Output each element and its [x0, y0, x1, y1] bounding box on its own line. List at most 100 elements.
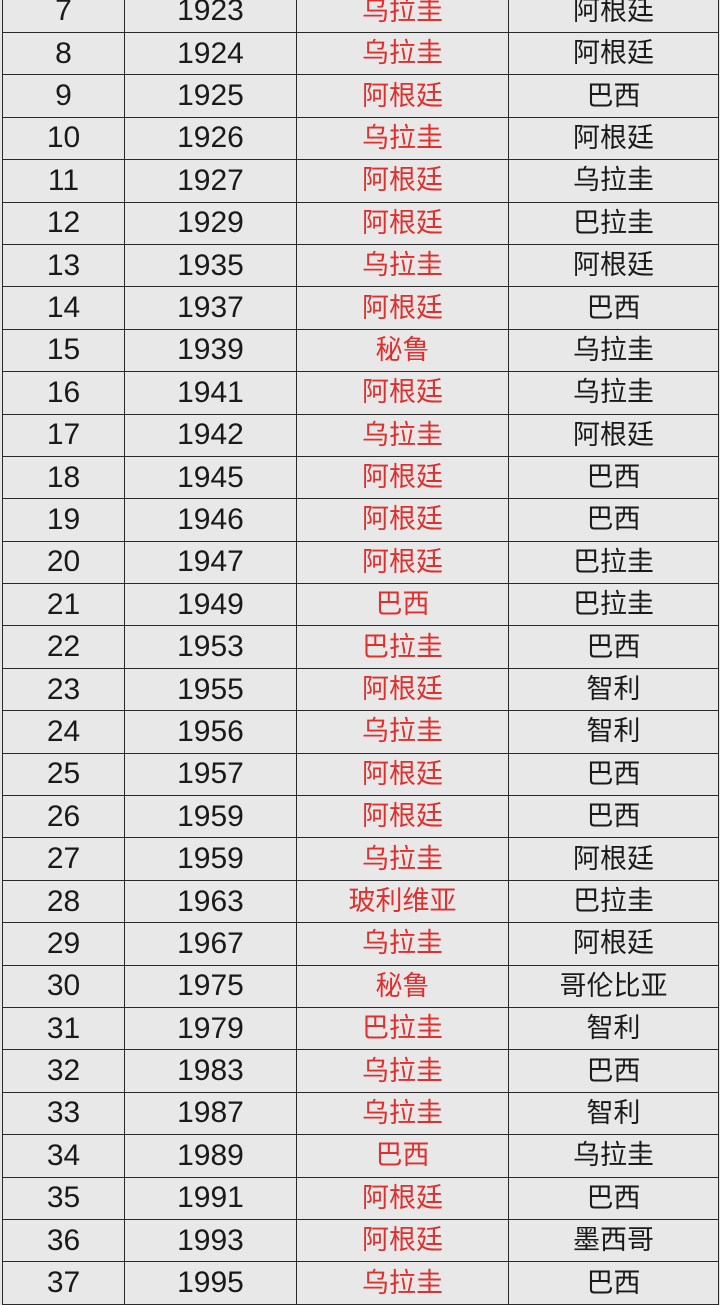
table-row: 19 1946 阿根廷 巴西 — [2, 498, 719, 542]
table-row: 31 1979 巴拉圭 智利 — [2, 1006, 719, 1051]
table-row: 17 1942 乌拉圭 阿根廷 — [2, 413, 719, 457]
year-cell: 1942 — [124, 413, 297, 457]
edition-cell: 7 — [2, 0, 125, 34]
year-cell: 1959 — [124, 795, 297, 839]
table-row: 25 1957 阿根廷 巴西 — [2, 752, 719, 797]
runner-up-cell: 阿根廷 — [508, 922, 719, 966]
year-cell: 1991 — [124, 1176, 297, 1220]
table-row: 16 1941 阿根廷 乌拉圭 — [2, 371, 719, 415]
table-row: 29 1967 乌拉圭 阿根廷 — [2, 922, 719, 966]
table-row: 20 1947 阿根廷 巴拉圭 — [2, 540, 719, 585]
edition-cell: 13 — [2, 243, 125, 288]
table-row: 26 1959 阿根廷 巴西 — [2, 795, 719, 839]
year-cell: 1979 — [124, 1006, 297, 1051]
winner-cell: 阿根廷 — [296, 667, 509, 712]
year-cell: 1955 — [124, 667, 297, 712]
runner-up-cell: 阿根廷 — [508, 116, 719, 161]
year-cell: 1953 — [124, 625, 297, 669]
table-row: 37 1995 乌拉圭 巴西 — [2, 1261, 719, 1305]
edition-cell: 27 — [2, 837, 125, 881]
table-row: 8 1924 乌拉圭 阿根廷 — [2, 31, 719, 76]
runner-up-cell: 阿根廷 — [508, 31, 719, 76]
runner-up-cell: 巴西 — [508, 1261, 719, 1305]
edition-cell: 26 — [2, 795, 125, 839]
runner-up-cell: 墨西哥 — [508, 1218, 719, 1263]
edition-cell: 31 — [2, 1006, 125, 1051]
winner-cell: 巴拉圭 — [296, 1006, 509, 1051]
edition-cell: 9 — [2, 74, 125, 118]
winner-cell: 秘鲁 — [296, 328, 509, 373]
winner-cell: 阿根廷 — [296, 752, 509, 797]
edition-cell: 10 — [2, 116, 125, 161]
year-cell: 1947 — [124, 540, 297, 585]
year-cell: 1945 — [124, 455, 297, 500]
winner-cell: 巴西 — [296, 1134, 509, 1178]
winner-cell: 阿根廷 — [296, 286, 509, 330]
table-row: 9 1925 阿根廷 巴西 — [2, 74, 719, 118]
year-cell: 1959 — [124, 837, 297, 881]
edition-cell: 17 — [2, 413, 125, 457]
table-row: 30 1975 秘鲁 哥伦比亚 — [2, 964, 719, 1008]
edition-cell: 25 — [2, 752, 125, 797]
edition-cell: 14 — [2, 286, 125, 330]
year-cell: 1993 — [124, 1218, 297, 1263]
runner-up-cell: 巴西 — [508, 625, 719, 669]
runner-up-cell: 乌拉圭 — [508, 1134, 719, 1178]
edition-cell: 12 — [2, 201, 125, 245]
winner-cell: 阿根廷 — [296, 1218, 509, 1263]
runner-up-cell: 巴西 — [508, 455, 719, 500]
winner-cell: 巴拉圭 — [296, 625, 509, 669]
winner-cell: 乌拉圭 — [296, 31, 509, 76]
runner-up-cell: 乌拉圭 — [508, 328, 719, 373]
runner-up-cell: 哥伦比亚 — [508, 964, 719, 1008]
table-row: 27 1959 乌拉圭 阿根廷 — [2, 837, 719, 881]
runner-up-cell: 巴西 — [508, 286, 719, 330]
runner-up-cell: 巴拉圭 — [508, 540, 719, 585]
runner-up-cell: 阿根廷 — [508, 243, 719, 288]
table-row: 21 1949 巴西 巴拉圭 — [2, 583, 719, 627]
runner-up-cell: 阿根廷 — [508, 837, 719, 881]
winner-cell: 乌拉圭 — [296, 413, 509, 457]
winner-cell: 阿根廷 — [296, 1176, 509, 1220]
year-cell: 1949 — [124, 583, 297, 627]
edition-cell: 8 — [2, 31, 125, 76]
runner-up-cell: 巴西 — [508, 498, 719, 542]
winner-cell: 秘鲁 — [296, 964, 509, 1008]
winner-cell: 巴西 — [296, 583, 509, 627]
runner-up-cell: 巴拉圭 — [508, 879, 719, 924]
winner-cell: 乌拉圭 — [296, 0, 509, 34]
winner-cell: 阿根廷 — [296, 455, 509, 500]
table-row: 15 1939 秘鲁 乌拉圭 — [2, 328, 719, 373]
table-row: 32 1983 乌拉圭 巴西 — [2, 1049, 719, 1093]
winner-cell: 乌拉圭 — [296, 1049, 509, 1093]
runner-up-cell: 巴西 — [508, 1176, 719, 1220]
table-row: 18 1945 阿根廷 巴西 — [2, 455, 719, 500]
year-cell: 1995 — [124, 1261, 297, 1305]
edition-cell: 16 — [2, 371, 125, 415]
year-cell: 1967 — [124, 922, 297, 966]
winner-cell: 乌拉圭 — [296, 243, 509, 288]
edition-cell: 20 — [2, 540, 125, 585]
winner-cell: 阿根廷 — [296, 795, 509, 839]
winner-cell: 玻利维亚 — [296, 879, 509, 924]
table-row: 11 1927 阿根廷 乌拉圭 — [2, 159, 719, 203]
year-cell: 1941 — [124, 371, 297, 415]
runner-up-cell: 阿根廷 — [508, 413, 719, 457]
winner-cell: 乌拉圭 — [296, 1261, 509, 1305]
year-cell: 1956 — [124, 710, 297, 754]
table-row: 23 1955 阿根廷 智利 — [2, 667, 719, 712]
year-cell: 1929 — [124, 201, 297, 245]
winner-cell: 乌拉圭 — [296, 922, 509, 966]
table-row: 34 1989 巴西 乌拉圭 — [2, 1134, 719, 1178]
winner-cell: 阿根廷 — [296, 74, 509, 118]
year-cell: 1957 — [124, 752, 297, 797]
year-cell: 1963 — [124, 879, 297, 924]
year-cell: 1975 — [124, 964, 297, 1008]
year-cell: 1987 — [124, 1091, 297, 1136]
year-cell: 1983 — [124, 1049, 297, 1093]
year-cell: 1939 — [124, 328, 297, 373]
runner-up-cell: 乌拉圭 — [508, 371, 719, 415]
edition-cell: 32 — [2, 1049, 125, 1093]
